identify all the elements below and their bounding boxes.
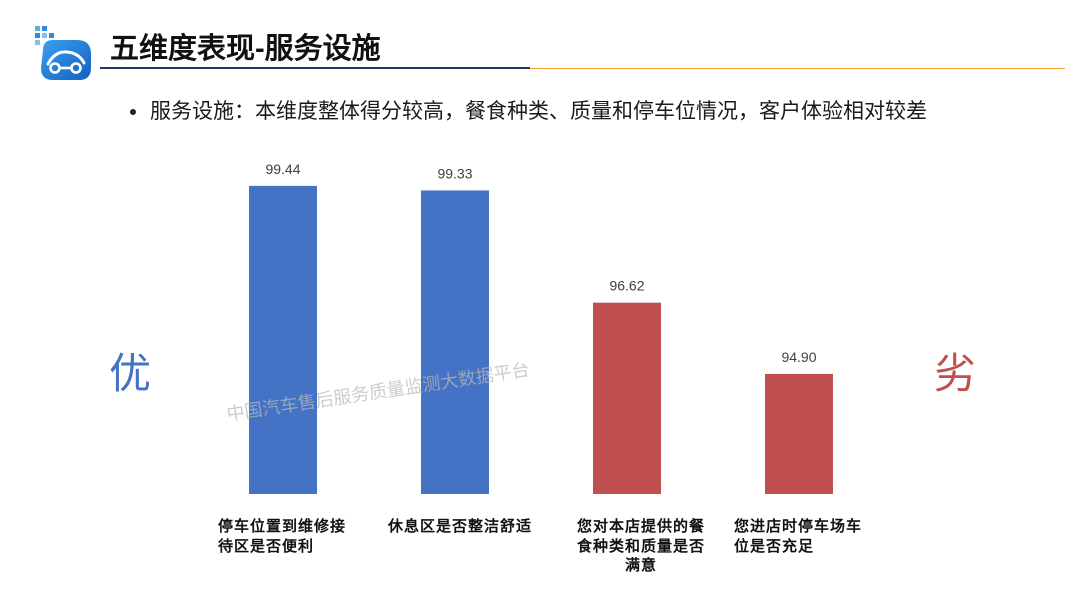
bar-4: [765, 373, 833, 494]
bullet-summary: 服务设施：本维度整体得分较高，餐食种类、质量和停车位情况，客户体验相对较差: [150, 100, 927, 123]
value-label-2: 99.33: [437, 165, 472, 181]
category-label-4: 您进店时停车场车位是否充足: [734, 518, 863, 555]
category-label-2: 休息区是否整洁舒适: [388, 518, 533, 535]
category-label-3: 您对本店提供的餐食种类和质量是否满意: [576, 518, 705, 574]
bar-chart: 99.44 99.33 96.62 94.90: [249, 161, 833, 494]
bullet-dot-icon: [130, 109, 136, 115]
bar-1: [249, 185, 317, 494]
value-label-1: 99.44: [265, 161, 300, 177]
good-marker: 优: [109, 349, 152, 398]
value-label-3: 96.62: [609, 278, 644, 294]
title-underline-dark: [100, 67, 530, 69]
bar-3: [593, 302, 661, 494]
slide-title: 五维度表现-服务设施: [110, 33, 381, 65]
value-label-4: 94.90: [781, 349, 816, 365]
category-label-1: 停车位置到维修接待区是否便利: [218, 518, 347, 555]
bad-marker: 劣: [934, 349, 977, 398]
bar-2: [421, 190, 489, 494]
car-cloud-logo-icon: [35, 26, 91, 80]
title-underline-accent: [530, 67, 1065, 69]
